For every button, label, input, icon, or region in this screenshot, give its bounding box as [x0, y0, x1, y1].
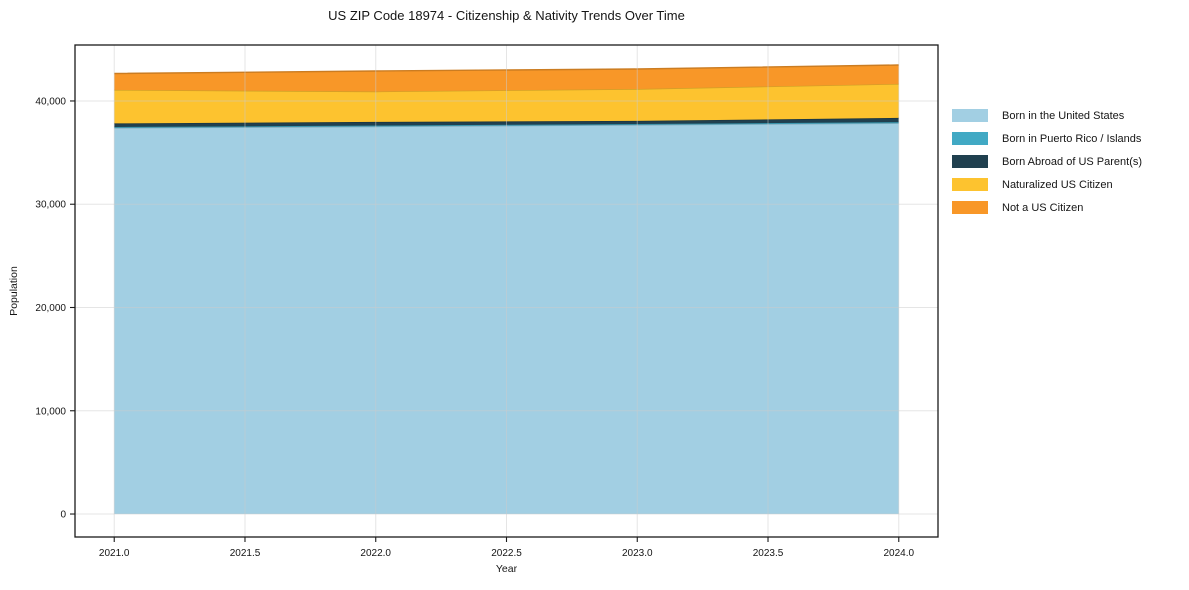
legend-item: Born Abroad of US Parent(s) [952, 150, 1142, 173]
y-tick-label: 30,000 [35, 200, 66, 211]
x-tick-label: 2024.0 [884, 548, 915, 559]
x-axis-label: Year [495, 563, 518, 575]
legend-swatch-naturalized [952, 178, 988, 191]
legend-label-naturalized: Naturalized US Citizen [1002, 178, 1113, 191]
legend-swatch-not-citizen [952, 201, 988, 214]
legend-item: Born in the United States [952, 104, 1142, 127]
legend-label-puerto-rico: Born in Puerto Rico / Islands [1002, 132, 1142, 145]
legend: Born in the United States Born in Puerto… [952, 104, 1142, 219]
x-tick-label: 2021.0 [99, 548, 130, 559]
legend-item: Naturalized US Citizen [952, 173, 1142, 196]
x-tick-label: 2023.5 [753, 548, 784, 559]
x-tick-label: 2021.5 [230, 548, 261, 559]
y-tick-label: 0 [60, 510, 66, 521]
y-tick-label: 10,000 [35, 406, 66, 417]
legend-swatch-born-in-us [952, 109, 988, 122]
x-tick-label: 2022.0 [360, 548, 391, 559]
x-tick-label: 2023.0 [622, 548, 653, 559]
y-tick-label: 40,000 [35, 97, 66, 108]
y-tick-label: 20,000 [35, 303, 66, 314]
legend-label-born-abroad: Born Abroad of US Parent(s) [1002, 155, 1143, 168]
legend-item: Not a US Citizen [952, 196, 1142, 219]
legend-swatch-puerto-rico [952, 132, 988, 145]
x-tick-label: 2022.5 [491, 548, 522, 559]
chart-title: US ZIP Code 18974 - Citizenship & Nativi… [328, 8, 685, 23]
y-axis-label: Population [8, 266, 20, 316]
legend-label-born-in-us: Born in the United States [1002, 109, 1125, 122]
legend-swatch-born-abroad [952, 155, 988, 168]
legend-label-not-citizen: Not a US Citizen [1002, 201, 1084, 214]
legend-item: Born in Puerto Rico / Islands [952, 127, 1142, 150]
